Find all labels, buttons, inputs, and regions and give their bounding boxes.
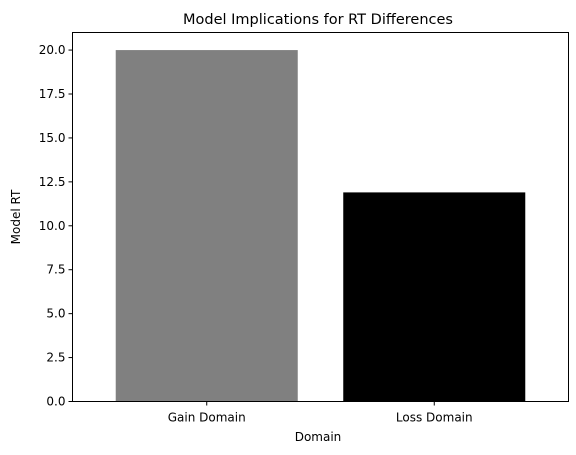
y-tick-label: 15.0 — [39, 131, 66, 145]
y-tick-label: 20.0 — [39, 43, 66, 57]
y-tick-label: 2.5 — [46, 351, 65, 365]
bar-loss-domain — [343, 192, 526, 402]
y-tick-label: 17.5 — [39, 87, 66, 101]
y-tick-label: 5.0 — [46, 307, 65, 321]
chart-title: Model Implications for RT Differences — [183, 12, 453, 28]
y-axis-label: Model RT — [9, 189, 23, 244]
x-tick-label: Gain Domain — [168, 411, 246, 425]
x-axis-label: Domain — [295, 430, 342, 444]
x-axis: Gain Domain Loss Domain — [168, 401, 473, 425]
plot-frame — [72, 32, 569, 402]
y-tick-label: 0.0 — [46, 395, 65, 409]
bars-group — [115, 50, 526, 402]
y-tick-label: 12.5 — [39, 175, 66, 189]
bar-gain-domain — [115, 50, 298, 402]
y-tick-label: 10.0 — [39, 219, 66, 233]
y-tick-label: 7.5 — [46, 263, 65, 277]
y-axis: 0.0 2.5 5.0 7.5 10.0 12.5 15.0 17.5 20.0 — [39, 43, 73, 409]
x-tick-label: Loss Domain — [396, 411, 473, 425]
